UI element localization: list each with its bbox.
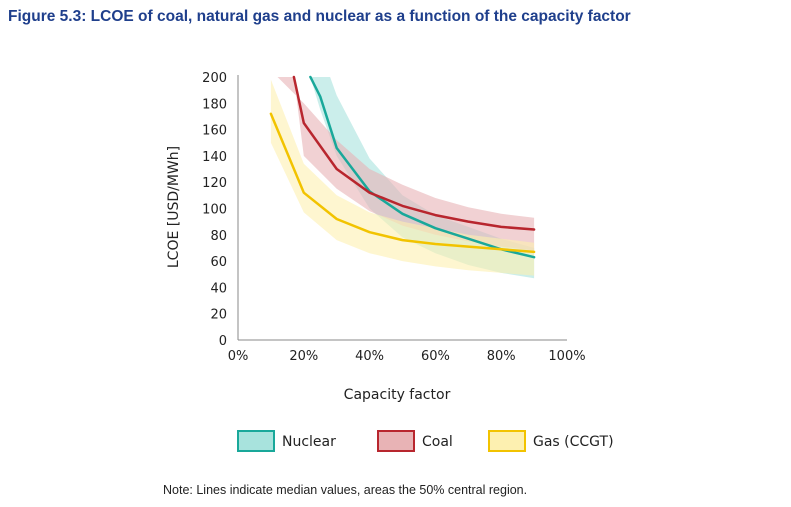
- y-tick-labels: 0 20 40 60 80 100 120 140 160 180 200: [202, 71, 227, 349]
- x-tick-label: 20%: [289, 349, 318, 364]
- y-axis-title: LCOE [USD/MWh]: [166, 146, 182, 268]
- y-tick-label: 100: [202, 203, 227, 218]
- gas-ccgt-median-line: [269, 112, 536, 254]
- x-tick-label: 0%: [228, 349, 249, 364]
- legend-label: Nuclear: [282, 434, 336, 450]
- coal-median-line: [292, 75, 536, 231]
- y-tick-label: 60: [210, 255, 227, 270]
- median-lines: [269, 75, 536, 259]
- gas-ccgt-band-area: [270, 79, 535, 276]
- x-tick-label: 80%: [487, 349, 516, 364]
- nuclear-median-line: [309, 75, 536, 259]
- x-tick-label: 60%: [421, 349, 450, 364]
- figure-note: Note: Lines indicate median values, area…: [163, 483, 528, 497]
- y-tick-label: 200: [202, 71, 227, 86]
- y-tick-label: 140: [202, 150, 227, 165]
- legend-swatch: [488, 430, 526, 452]
- legend-label: Coal: [422, 434, 453, 450]
- x-tick-labels: 0% 20% 40% 60% 80% 100%: [228, 349, 586, 364]
- y-tick-label: 80: [210, 229, 227, 244]
- legend: Nuclear Coal Gas (CCGT): [237, 430, 614, 452]
- y-tick-label: 20: [210, 308, 227, 323]
- y-tick-label: 120: [202, 176, 227, 191]
- x-tick-label: 100%: [548, 349, 585, 364]
- y-tick-label: 180: [202, 97, 227, 112]
- legend-item-nuclear: Nuclear: [237, 430, 336, 452]
- figure-title: Figure 5.3: LCOE of coal, natural gas an…: [8, 8, 631, 25]
- y-tick-label: 0: [219, 334, 227, 349]
- legend-label: Gas (CCGT): [533, 434, 614, 450]
- legend-swatch: [237, 430, 275, 452]
- y-tick-label: 160: [202, 124, 227, 139]
- x-axis-title: Capacity factor: [344, 387, 451, 403]
- y-tick-label: 40: [210, 281, 227, 296]
- legend-item-coal: Coal: [377, 430, 453, 452]
- legend-swatch: [377, 430, 415, 452]
- x-tick-label: 40%: [355, 349, 384, 364]
- legend-item-gas-ccgt: Gas (CCGT): [488, 430, 614, 452]
